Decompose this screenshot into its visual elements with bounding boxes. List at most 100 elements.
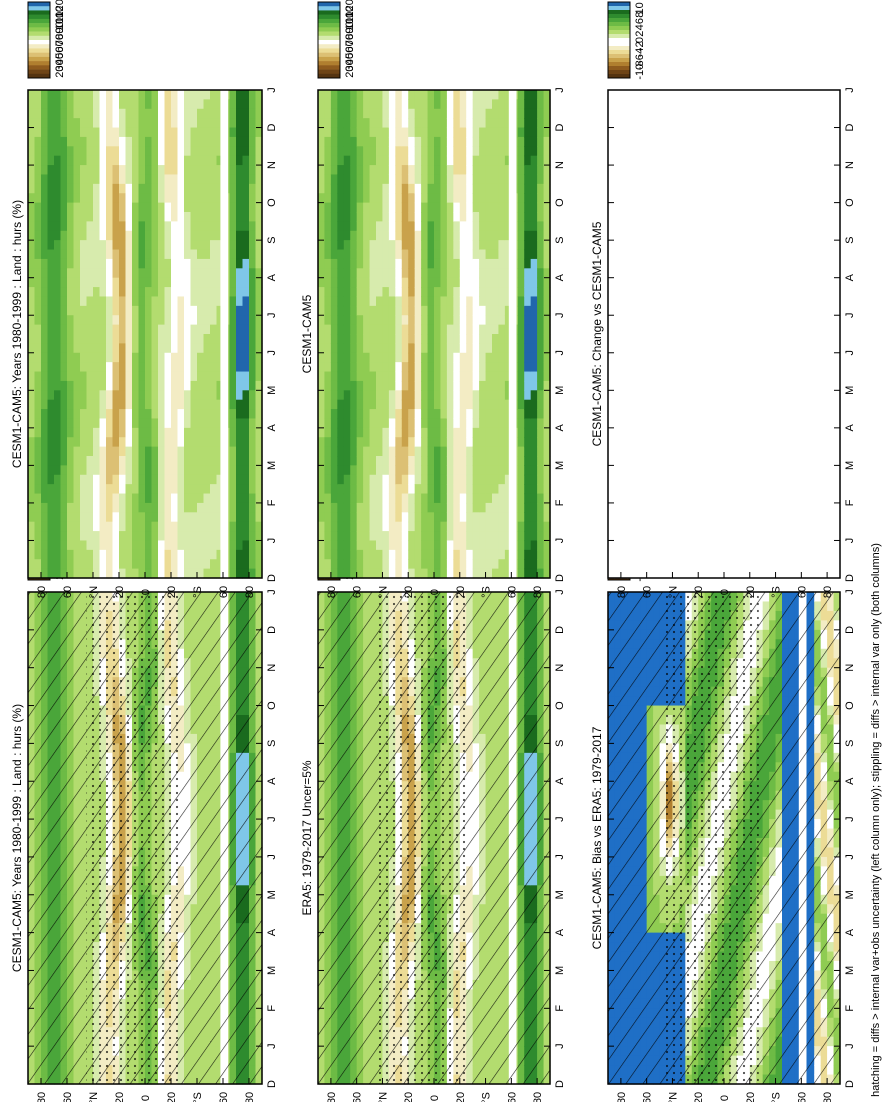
heatmap-cell [47, 118, 55, 129]
heatmap-cell [236, 183, 244, 194]
heatmap-cell [171, 249, 179, 260]
heatmap-cell [242, 118, 250, 129]
heatmap-cell [171, 493, 179, 504]
heatmap-cell [177, 559, 185, 570]
heatmap-cell [54, 493, 62, 504]
month-tick-label: D [266, 124, 278, 132]
heatmap-cell [41, 90, 49, 100]
month-tick-label: D [266, 574, 278, 582]
heatmap-cell [125, 296, 133, 307]
heatmap-cell [190, 258, 198, 269]
colorbar-swatch [28, 18, 50, 24]
heatmap-cell [119, 230, 127, 241]
heatmap-cell [158, 343, 166, 354]
heatmap-cell [236, 212, 244, 222]
heatmap-cell [210, 90, 218, 100]
heatmap-cell [80, 249, 88, 260]
heatmap-cell [106, 221, 114, 232]
heatmap-cell [132, 108, 140, 119]
heatmap-cell [164, 221, 172, 232]
heatmap-cell [229, 502, 237, 513]
heatmap-cell [158, 305, 166, 316]
heatmap-cell [86, 240, 94, 251]
heatmap-cell [60, 240, 68, 251]
heatmap-cell [151, 399, 159, 410]
heatmap-cell [216, 258, 224, 269]
heatmap-cell [151, 380, 159, 391]
heatmap-cell [34, 559, 42, 570]
heatmap-cell [249, 334, 257, 344]
heatmap-cell [67, 512, 75, 523]
heatmap-cell [112, 258, 120, 269]
heatmap-cell [210, 277, 218, 288]
heatmap-cell [73, 249, 81, 260]
heatmap-cell [125, 371, 133, 382]
heatmap-cell [86, 465, 94, 476]
heatmap-cell [93, 249, 101, 260]
heatmap-cell [99, 90, 107, 100]
heatmap-cell [54, 174, 62, 185]
heatmap-cell [229, 99, 237, 110]
heatmap-cell [60, 456, 68, 466]
heatmap-cell [73, 258, 81, 269]
heatmap-cell [34, 258, 42, 269]
heatmap-cell [28, 202, 36, 213]
heatmap-cell [86, 559, 94, 570]
heatmap-cell [47, 521, 55, 532]
heatmap-cell [28, 258, 36, 269]
heatmap-cell [67, 249, 75, 260]
heatmap-cell [60, 315, 68, 326]
heatmap-cell [47, 240, 55, 251]
heatmap-cell [210, 456, 218, 466]
heatmap-cell [255, 258, 263, 269]
heatmap-cell [34, 484, 42, 495]
heatmap-cell [67, 334, 75, 344]
heatmap-cell [184, 183, 192, 194]
heatmap-cell [236, 390, 244, 401]
heatmap-cell [28, 474, 36, 485]
heatmap-cell [203, 230, 211, 241]
heatmap-cell [34, 193, 42, 204]
heatmap-cell [255, 474, 263, 485]
heatmap-cell [203, 174, 211, 185]
heatmap-cell [158, 165, 166, 176]
colorbar-swatch [28, 65, 50, 70]
heatmap-cell [54, 390, 62, 401]
heatmap-cell [203, 559, 211, 570]
heatmap-cell [138, 296, 146, 307]
month-tick-label: S [266, 740, 278, 747]
heatmap-cell [47, 258, 55, 269]
heatmap-cell [34, 549, 42, 560]
month-tick-label: M [266, 890, 278, 899]
heatmap-cell [132, 409, 140, 420]
heatmap-cell [164, 531, 172, 542]
heatmap-cell [184, 165, 192, 176]
heatmap-cell [86, 362, 94, 373]
heatmap-cell [93, 540, 101, 551]
heatmap-cell [73, 512, 81, 523]
heatmap-cell [164, 118, 172, 129]
heatmap-cell [190, 230, 198, 241]
heatmap-cell [151, 559, 159, 570]
heatmap-cell [242, 296, 250, 307]
heatmap-cell [197, 540, 205, 551]
heatmap-cell [125, 484, 133, 495]
heatmap-cell [164, 296, 172, 307]
heatmap-cell [249, 484, 257, 495]
heatmap-cell [80, 559, 88, 570]
heatmap-cell [177, 324, 185, 335]
heatmap-cell [73, 202, 81, 213]
heatmap-cell [210, 146, 218, 157]
heatmap-cell [80, 324, 88, 335]
heatmap-cell [60, 465, 68, 476]
heatmap-cell [99, 549, 107, 560]
heatmap-cell [145, 183, 153, 194]
heatmap-cell [54, 446, 62, 457]
heatmap-cell [171, 568, 179, 579]
heatmap-cell [158, 409, 166, 420]
heatmap-cell [158, 512, 166, 523]
heatmap-cell [67, 136, 75, 147]
heatmap-cell [236, 296, 244, 307]
heatmap-cell [164, 136, 172, 147]
heatmap-cell [106, 118, 114, 129]
